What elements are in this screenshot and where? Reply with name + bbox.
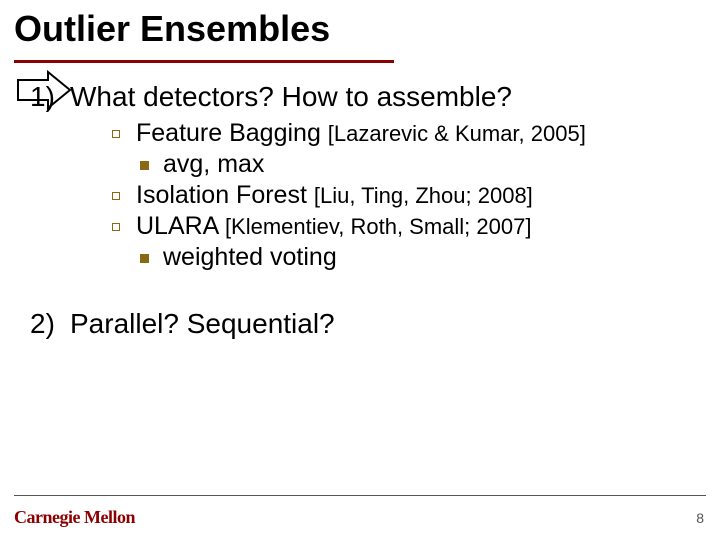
logo-part1: Carnegie [14, 507, 80, 527]
slide-title: Outlier Ensembles [14, 8, 720, 56]
q1-text: What detectors? How to assemble? [70, 81, 512, 113]
list-item: Isolation Forest [Liu, Ting, Zhou; 2008] [112, 181, 690, 210]
citation: [Liu, Ting, Zhou; 2008] [314, 183, 533, 208]
carnegie-mellon-logo: Carnegie Mellon [14, 507, 135, 528]
title-block: Outlier Ensembles [0, 0, 720, 63]
page-number: 8 [696, 510, 704, 526]
footer-divider [14, 495, 706, 496]
item-label: Feature Bagging [136, 119, 328, 147]
pointer-arrow-icon [16, 70, 74, 110]
inner-list: avg, max [140, 150, 690, 179]
item-label: Isolation Forest [136, 181, 314, 209]
solid-bullet-icon [140, 161, 149, 170]
square-bullet-icon [112, 223, 120, 231]
citation: [Klementiev, Roth, Small; 2007] [225, 214, 532, 239]
solid-bullet-icon [140, 254, 149, 263]
inner-item: avg, max [140, 150, 690, 179]
inner-list: weighted voting [140, 243, 690, 272]
list-item: Feature Bagging [Lazarevic & Kumar, 2005… [112, 119, 690, 148]
list-item: ULARA [Klementiev, Roth, Small; 2007] [112, 212, 690, 241]
content-area: 1) What detectors? How to assemble? Feat… [0, 63, 720, 340]
citation: [Lazarevic & Kumar, 2005] [328, 121, 586, 146]
logo-part2: Mellon [84, 507, 135, 527]
sub-list: Isolation Forest [Liu, Ting, Zhou; 2008]… [112, 181, 690, 241]
inner-item: weighted voting [140, 243, 690, 272]
inner-text: weighted voting [163, 243, 337, 272]
inner-text: avg, max [163, 150, 264, 179]
question-1: 1) What detectors? How to assemble? [30, 81, 690, 113]
q2-number: 2) [30, 308, 70, 340]
q2-text: Parallel? Sequential? [70, 308, 335, 340]
item-text: Feature Bagging [Lazarevic & Kumar, 2005… [136, 119, 586, 148]
item-text: Isolation Forest [Liu, Ting, Zhou; 2008] [136, 181, 533, 210]
square-bullet-icon [112, 130, 120, 138]
item-label: ULARA [136, 212, 225, 240]
square-bullet-icon [112, 192, 120, 200]
item-text: ULARA [Klementiev, Roth, Small; 2007] [136, 212, 531, 241]
question-2: 2) Parallel? Sequential? [30, 308, 690, 340]
sub-list: Feature Bagging [Lazarevic & Kumar, 2005… [112, 119, 690, 148]
